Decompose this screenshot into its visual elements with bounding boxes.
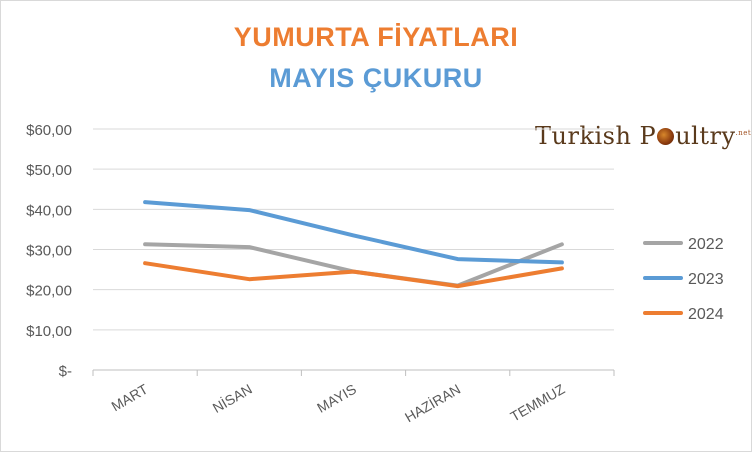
y-tick-label: $20,00	[26, 283, 72, 300]
y-tick-label: $30,00	[26, 243, 72, 260]
x-tick-label: MART	[108, 381, 151, 415]
legend-label-2024: 2024	[688, 306, 724, 323]
series-line-2024	[143, 261, 564, 289]
y-tick-label: $60,00	[26, 122, 72, 139]
y-tick-label: $50,00	[26, 162, 72, 179]
legend-label-2023: 2023	[688, 271, 724, 288]
logo-suffix: .net	[735, 129, 752, 137]
turkish-poultry-logo: Turkish P ultry.net	[535, 122, 751, 150]
chart-subtitle: MAYIS ÇUKURU	[269, 63, 483, 93]
logo-text-after: ultry	[675, 122, 736, 150]
logo-text-before: Turkish P	[535, 122, 657, 150]
x-tick-label: TEMMUZ	[508, 381, 568, 425]
chart-title: YUMURTA FİYATLARI	[233, 22, 519, 52]
egg-icon	[657, 128, 675, 145]
series-line-2023	[143, 200, 564, 265]
x-tick-label: HAZİRAN	[401, 380, 463, 425]
y-tick-label: $10,00	[26, 323, 72, 340]
y-tick-label: $-	[59, 363, 72, 380]
y-tick-label: $40,00	[26, 202, 72, 219]
x-tick-label: NİSAN	[209, 380, 255, 416]
x-tick-label: MAYIS	[314, 381, 359, 416]
legend-label-2022: 2022	[688, 236, 724, 253]
